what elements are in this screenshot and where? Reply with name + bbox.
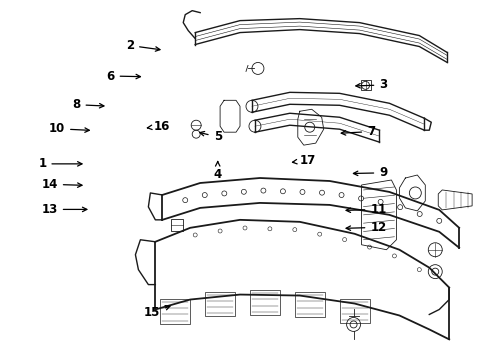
Text: 13: 13	[41, 203, 87, 216]
Text: 1: 1	[38, 157, 82, 170]
Text: 14: 14	[41, 178, 82, 191]
Text: 10: 10	[49, 122, 89, 135]
Text: 16: 16	[147, 120, 169, 133]
Text: 9: 9	[353, 166, 386, 179]
Text: 4: 4	[213, 162, 222, 181]
Text: 7: 7	[341, 125, 374, 138]
Text: 11: 11	[346, 203, 386, 216]
Text: 12: 12	[346, 221, 386, 234]
Text: 2: 2	[126, 39, 160, 52]
Text: 3: 3	[355, 78, 386, 91]
Text: 5: 5	[200, 130, 222, 144]
Text: 17: 17	[292, 154, 315, 167]
Text: 6: 6	[106, 69, 140, 82]
Text: 15: 15	[143, 306, 170, 319]
Text: 8: 8	[72, 98, 104, 111]
